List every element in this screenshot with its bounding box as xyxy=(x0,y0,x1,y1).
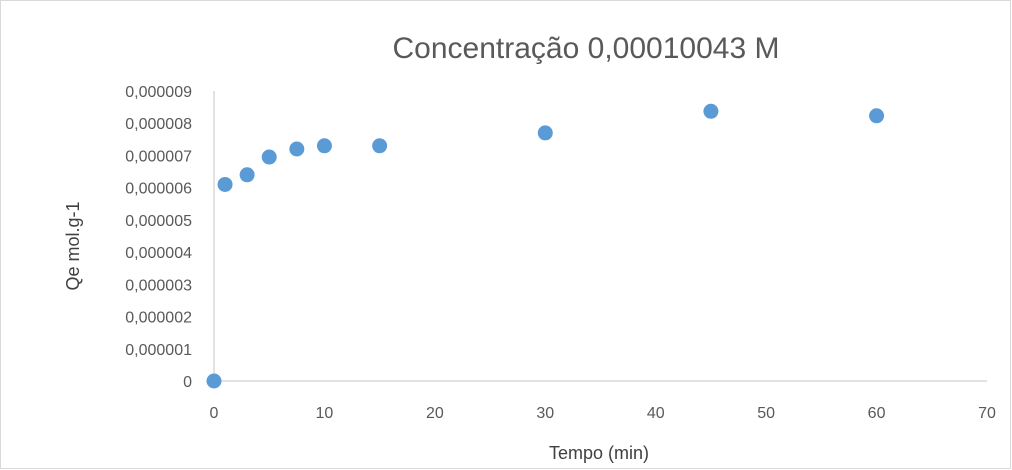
x-tick-label: 60 xyxy=(868,405,886,422)
y-tick-label: 0 xyxy=(183,374,192,391)
data-points xyxy=(206,103,885,389)
data-point xyxy=(869,108,885,124)
y-tick-label: 0,000009 xyxy=(125,84,192,101)
y-tick-label: 0,000001 xyxy=(125,342,192,359)
y-axis-label: Qe mol.g-1 xyxy=(63,201,83,290)
chart-title: Concentração 0,00010043 M xyxy=(393,32,780,65)
data-point xyxy=(261,149,277,165)
y-tick-label: 0,000005 xyxy=(125,213,192,230)
x-tick-label: 70 xyxy=(978,405,996,422)
y-tick-label: 0,000007 xyxy=(125,148,192,165)
x-axis-label: Tempo (min) xyxy=(549,443,649,463)
y-tick-label: 0,000004 xyxy=(125,245,192,262)
x-tick-label: 30 xyxy=(536,405,554,422)
data-point xyxy=(537,125,553,141)
x-tick-label: 0 xyxy=(210,405,219,422)
x-tick-label: 50 xyxy=(757,405,775,422)
x-tick-labels: 0 10 20 30 40 50 60 70 xyxy=(210,405,996,422)
x-tick-label: 20 xyxy=(426,405,444,422)
x-tick-label: 10 xyxy=(316,405,334,422)
data-point xyxy=(372,138,388,154)
y-tick-label: 0,000003 xyxy=(125,277,192,294)
y-tick-label: 0,000006 xyxy=(125,181,192,198)
y-tick-label: 0,000002 xyxy=(125,310,192,327)
y-tick-label: 0,000008 xyxy=(125,116,192,133)
data-point xyxy=(206,373,222,389)
y-tick-labels: 0 0,000001 0,000002 0,000003 0,000004 0,00000… xyxy=(125,84,192,391)
data-point xyxy=(289,141,305,157)
data-point xyxy=(316,138,332,154)
x-tick-label: 40 xyxy=(647,405,665,422)
data-point xyxy=(703,103,719,119)
data-point xyxy=(239,167,255,183)
data-point xyxy=(217,176,233,192)
